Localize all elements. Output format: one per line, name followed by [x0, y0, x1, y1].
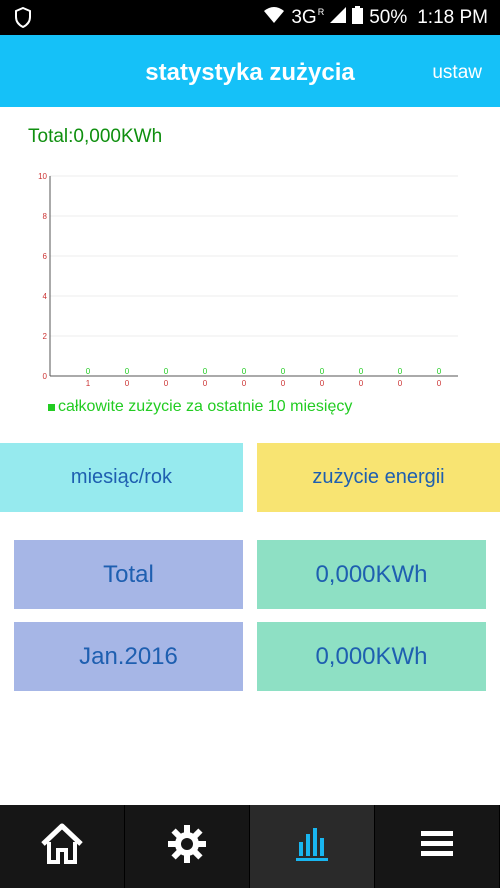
shield-icon: [14, 6, 32, 33]
network-type: 3G R: [291, 7, 325, 28]
nav-statistics[interactable]: [250, 805, 375, 888]
total-consumption: Total:0,000KWh: [28, 126, 163, 147]
bar-value-label: 0: [320, 367, 325, 376]
x-tick-label: 0: [125, 379, 130, 388]
x-tick-label: 0: [320, 379, 325, 388]
bar-value-label: 0: [125, 367, 130, 376]
clock: 1:18 PM: [417, 7, 488, 28]
home-icon: [39, 822, 85, 871]
nav-home[interactable]: [0, 805, 125, 888]
battery-percent: 50%: [369, 7, 408, 28]
menu-icon: [419, 829, 455, 864]
y-tick-label: 4: [43, 292, 48, 301]
bottom-nav: [0, 805, 500, 888]
bar-value-label: 0: [359, 367, 364, 376]
bar-value-label: 0: [86, 367, 91, 376]
x-tick-label: 0: [203, 379, 208, 388]
bar-value-label: 0: [203, 367, 208, 376]
status-bar: 3G R 50% 1:18 PM: [0, 0, 500, 35]
x-tick-label: 1: [86, 379, 91, 388]
bar-value-label: 0: [242, 367, 247, 376]
signal-icon: [330, 7, 347, 29]
bar-value-label: 0: [281, 367, 286, 376]
x-tick-label: 0: [398, 379, 403, 388]
x-tick-label: 0: [164, 379, 169, 388]
wifi-icon: [263, 6, 285, 30]
app-bar: statystyka zużycia ustaw: [0, 35, 500, 107]
row-month-value: 0,000KWh: [257, 622, 486, 691]
bar-value-label: 0: [164, 367, 169, 376]
y-tick-label: 2: [43, 332, 48, 341]
battery-icon: [352, 6, 364, 30]
legend-label: całkowite zużycie za ostatnie 10 miesięc…: [58, 398, 353, 415]
x-tick-label: 0: [437, 379, 442, 388]
y-tick-label: 0: [43, 372, 48, 381]
gear-icon: [167, 824, 207, 869]
y-tick-label: 10: [38, 172, 47, 181]
page-title: statystyka zużycia: [145, 59, 355, 86]
bar-value-label: 0: [437, 367, 442, 376]
row-month-label: Jan.2016: [14, 622, 243, 691]
bar-chart-icon: [292, 824, 332, 869]
bar-value-label: 0: [398, 367, 403, 376]
x-tick-label: 0: [281, 379, 286, 388]
settings-button[interactable]: ustaw: [432, 62, 482, 83]
legend-swatch: [48, 403, 55, 411]
row-total-label: Total: [14, 540, 243, 609]
x-tick-label: 0: [359, 379, 364, 388]
chart-legend: całkowite zużycie za ostatnie 10 miesięc…: [48, 398, 352, 416]
y-tick-label: 6: [43, 252, 48, 261]
nav-menu[interactable]: [375, 805, 500, 888]
row-total-value: 0,000KWh: [257, 540, 486, 609]
y-tick-label: 8: [43, 212, 48, 221]
x-tick-label: 0: [242, 379, 247, 388]
nav-settings[interactable]: [125, 805, 250, 888]
header-month-year: miesiąc/rok: [0, 443, 243, 512]
header-energy-usage: zużycie energii: [257, 443, 500, 512]
